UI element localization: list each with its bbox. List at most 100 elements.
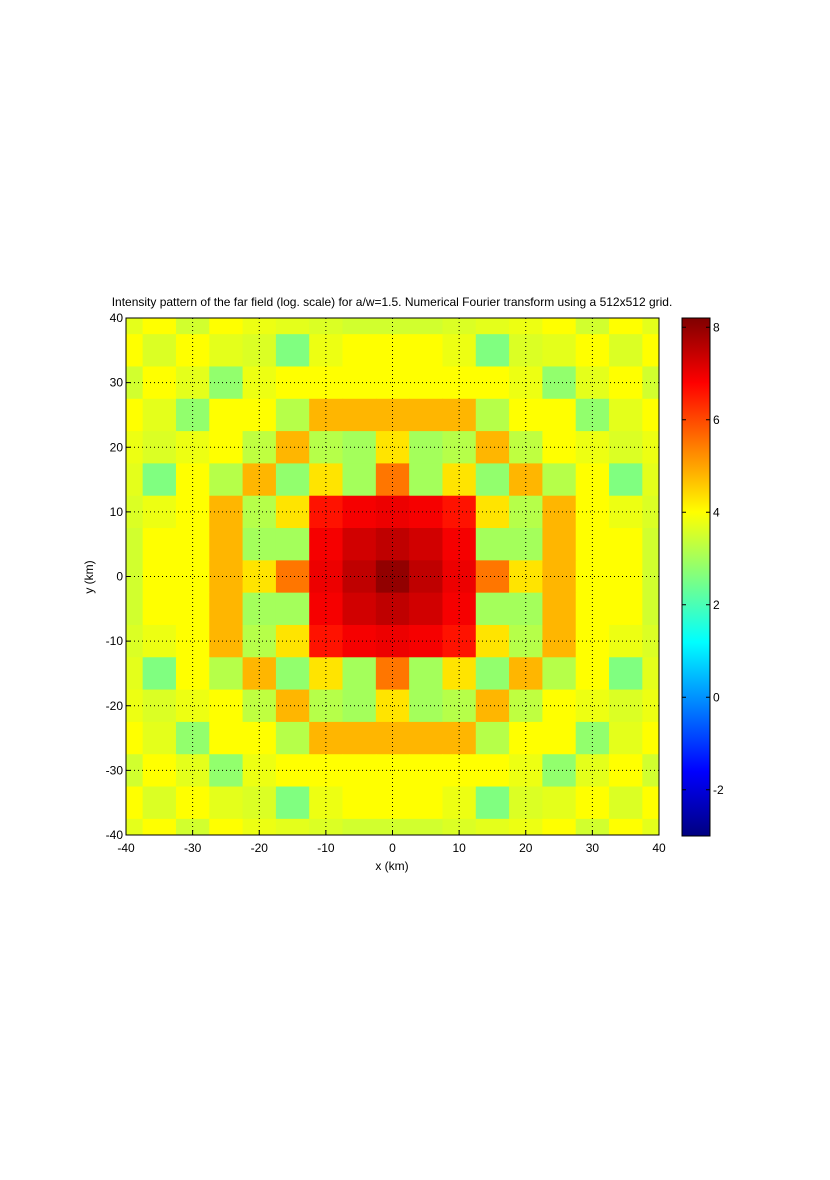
heat-cell: [209, 818, 244, 835]
heat-cell: [542, 689, 577, 723]
heat-cell: [542, 366, 577, 400]
heat-cell: [542, 624, 577, 658]
heat-cell: [142, 398, 177, 432]
heat-cell: [342, 398, 377, 432]
x-axis-label: x (km): [375, 859, 408, 873]
heat-cell: [275, 463, 310, 497]
heat-cell: [509, 528, 544, 561]
heat-cell: [342, 495, 377, 529]
heat-cell: [475, 528, 510, 561]
heat-cell: [142, 495, 177, 529]
heat-cell: [275, 624, 310, 658]
axes: -40 -30 -20 -10 0 10 20 30 40-40-30-20-100102030…: [106, 311, 724, 855]
heat-cell: [209, 334, 244, 368]
y-tick-label: 10: [110, 505, 124, 519]
heat-cell: [409, 463, 444, 497]
heat-cell: [609, 818, 643, 835]
heat-cell: [142, 689, 177, 723]
heat-cell: [242, 495, 277, 529]
heat-cell: [475, 366, 510, 400]
heat-cell: [342, 366, 377, 400]
heat-cell: [309, 463, 344, 497]
heat-cell: [142, 334, 177, 368]
heat-cell: [509, 463, 544, 497]
heat-cell: [342, 818, 377, 835]
heat-cell: [342, 560, 377, 594]
heat-cell: [475, 334, 510, 368]
heat-cell: [142, 463, 177, 497]
heat-cell: [126, 657, 144, 691]
heat-cell: [142, 592, 177, 626]
heat-cell: [126, 398, 144, 432]
heat-cell: [209, 786, 244, 820]
heat-cell: [275, 592, 310, 626]
heat-cell: [642, 818, 659, 835]
x-tick-label: 0: [389, 841, 396, 855]
heat-cell: [275, 334, 310, 368]
heat-cell: [509, 592, 544, 626]
heat-cell: [342, 624, 377, 658]
heat-cell: [609, 334, 643, 368]
heat-cell: [442, 592, 477, 626]
y-tick-label: 20: [110, 440, 124, 454]
heat-cell: [542, 463, 577, 497]
heat-cell: [409, 721, 444, 755]
heat-cell: [175, 592, 210, 626]
heat-cell: [142, 786, 177, 820]
heat-cell: [309, 528, 344, 561]
heat-cell: [475, 431, 510, 465]
heat-cell: [442, 463, 477, 497]
colorbar-tick-label: 0: [713, 690, 720, 704]
heat-cell: [175, 528, 210, 561]
heat-cell: [242, 624, 277, 658]
heat-cell: [475, 592, 510, 626]
heat-cell: [342, 721, 377, 755]
heatmap: [126, 318, 659, 835]
heat-cell: [375, 560, 410, 594]
y-tick-label: -10: [106, 634, 124, 648]
heat-cell: [542, 786, 577, 820]
heat-cell: [409, 592, 444, 626]
heat-cell: [609, 528, 643, 561]
y-tick-label: 40: [110, 311, 124, 325]
heat-cell: [642, 398, 659, 432]
heat-cell: [175, 463, 210, 497]
heat-cell: [642, 657, 659, 691]
heat-cell: [275, 318, 310, 335]
heat-cell: [209, 592, 244, 626]
heat-cell: [142, 431, 177, 465]
heat-cell: [642, 721, 659, 755]
heat-cell: [275, 786, 310, 820]
heat-cell: [475, 721, 510, 755]
heat-cell: [375, 463, 410, 497]
x-tick-label: 30: [586, 841, 600, 855]
heat-cell: [342, 463, 377, 497]
heat-cell: [275, 818, 310, 835]
heat-cell: [542, 318, 577, 335]
heat-cell: [126, 592, 144, 626]
heat-cell: [242, 463, 277, 497]
heat-cell: [409, 786, 444, 820]
heat-cell: [475, 689, 510, 723]
x-tick-label: 20: [519, 841, 533, 855]
heat-cell: [275, 366, 310, 400]
heat-cell: [575, 624, 610, 658]
x-tick-label: -40: [117, 841, 135, 855]
heat-cell: [575, 560, 610, 594]
heat-cell: [209, 657, 244, 691]
heat-cell: [609, 657, 643, 691]
colorbar-tick-label: 2: [713, 598, 720, 612]
heat-cell: [275, 398, 310, 432]
heat-cell: [175, 624, 210, 658]
heat-cell: [126, 463, 144, 497]
heat-cell: [542, 334, 577, 368]
heat-cell: [126, 786, 144, 820]
y-tick-label: 30: [110, 376, 124, 390]
heat-cell: [375, 528, 410, 561]
heat-cell: [575, 463, 610, 497]
colorbar: [681, 317, 711, 837]
heat-cell: [642, 528, 659, 561]
heat-cell: [375, 495, 410, 529]
x-tick-label: 10: [452, 841, 466, 855]
